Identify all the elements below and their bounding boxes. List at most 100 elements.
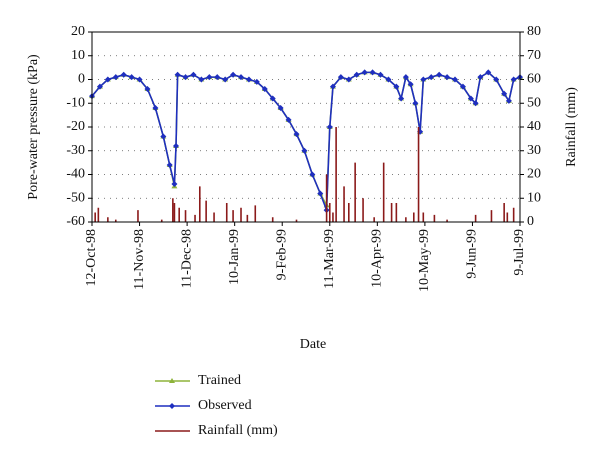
marker [152, 105, 159, 111]
marker [477, 74, 484, 81]
series-line [91, 71, 521, 211]
marker [369, 69, 376, 76]
rain-bar [405, 217, 407, 222]
rain-bar [328, 203, 331, 222]
rain-bar [232, 210, 234, 222]
rain-bar [343, 186, 345, 222]
rain-bar [194, 214, 196, 222]
marker [112, 74, 119, 81]
marker [222, 76, 229, 83]
marker [361, 69, 368, 76]
rain-bar [205, 200, 207, 222]
rain-bar [184, 210, 187, 222]
y-axis-label: Pore-water pressure (kPa) [26, 54, 41, 200]
rain-bar [446, 219, 448, 222]
marker [428, 74, 435, 81]
y2-axis-label: Rainfall (mm) [564, 87, 579, 167]
marker [412, 100, 419, 107]
y2-tick-label: 80 [527, 24, 541, 39]
marker [467, 95, 474, 102]
marker [505, 97, 512, 104]
rain-bar [94, 212, 96, 222]
marker [407, 81, 414, 88]
rain-bar [395, 203, 398, 222]
rain-bar [348, 203, 350, 222]
marker [144, 86, 151, 92]
marker [353, 71, 360, 78]
marker [174, 71, 181, 78]
marker [501, 90, 508, 97]
rain-bar [335, 127, 337, 222]
marker [166, 162, 173, 168]
y-tick-label: 20 [71, 24, 85, 39]
marker [238, 74, 245, 81]
y-tick-label: 0 [78, 72, 85, 87]
y2-tick-label: 40 [527, 119, 541, 134]
rain-bar [382, 162, 385, 222]
y-tick-label: -20 [66, 119, 85, 134]
y2-tick-label: 0 [527, 214, 534, 229]
rain-bar [295, 219, 298, 222]
rain-bar [114, 219, 117, 222]
rain-bar [172, 198, 174, 222]
marker [206, 74, 213, 81]
marker [214, 74, 221, 81]
rain-bar [160, 219, 163, 222]
y-tick-label: -40 [66, 167, 85, 182]
marker [160, 133, 167, 140]
rain-bar [362, 198, 364, 222]
marker [136, 76, 143, 83]
marker [436, 71, 443, 78]
marker [169, 403, 175, 409]
marker [317, 190, 324, 197]
y-tick-label: -60 [66, 214, 85, 229]
marker [444, 74, 451, 81]
x-tick-label: 11-Mar-99 [322, 229, 337, 289]
rain-bar [373, 217, 375, 222]
marker [128, 74, 135, 81]
marker [171, 181, 178, 187]
y2-tick-label: 10 [527, 190, 541, 205]
marker [285, 116, 292, 123]
rain-bar [225, 203, 228, 222]
y2-tick-label: 30 [527, 143, 541, 158]
marker [459, 83, 466, 90]
rain-bar [433, 214, 436, 222]
marker [261, 86, 268, 92]
series-line [91, 71, 521, 209]
marker [301, 147, 308, 154]
legend-label: Observed [198, 398, 252, 413]
marker [269, 95, 276, 102]
y2-tick-label: 70 [527, 48, 541, 63]
rain-bar [325, 174, 328, 222]
marker [452, 76, 459, 83]
rain-bar [490, 210, 493, 222]
marker [198, 76, 205, 83]
marker [253, 78, 260, 85]
rain-bar [246, 214, 249, 222]
y-tick-label: -50 [66, 190, 85, 205]
marker [245, 76, 252, 83]
rain-bar [390, 203, 393, 222]
marker [472, 100, 479, 107]
marker [309, 171, 316, 178]
rain-bar [198, 186, 201, 222]
y2-tick-label: 60 [527, 72, 541, 87]
rain-bar [422, 212, 425, 222]
y-tick-label: -10 [66, 95, 85, 110]
marker [393, 83, 400, 90]
x-tick-label: 12-Oct-98 [84, 229, 99, 287]
y2-tick-label: 20 [527, 167, 541, 182]
marker [230, 71, 237, 78]
x-tick-label: 10-May-99 [417, 229, 432, 292]
rain-bar [474, 214, 477, 222]
x-tick-label: 9-Jul-99 [512, 229, 527, 276]
x-tick-label: 9-Jun-99 [465, 229, 480, 279]
marker [96, 83, 103, 90]
marker [377, 71, 384, 78]
y-tick-label: 10 [71, 48, 85, 63]
rain-bar [332, 212, 334, 222]
x-tick-label: 9-Feb-99 [274, 229, 289, 280]
marker [385, 76, 392, 83]
